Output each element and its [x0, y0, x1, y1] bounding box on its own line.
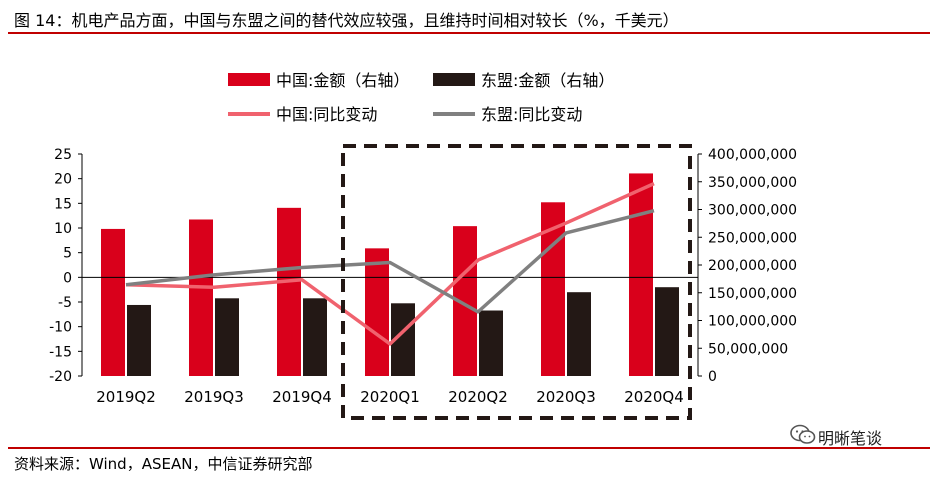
- left-axis-tick-label: 15: [54, 196, 72, 212]
- left-axis-tick-label: -10: [49, 320, 72, 336]
- figure-title: 图 14：机电产品方面，中国与东盟之间的替代效应较强，且维持时间相对较长（%，千…: [14, 11, 679, 30]
- china-amount-bar: [101, 228, 125, 376]
- left-axis-tick-label: 5: [63, 246, 72, 262]
- right-axis-tick-label: 300,000,000: [708, 203, 797, 219]
- china-yoy-line: [125, 182, 655, 346]
- legend-label: 中国:同比变动: [276, 105, 377, 124]
- asean-yoy-line: [125, 209, 655, 314]
- right-axis-tick-label: 100,000,000: [708, 314, 797, 330]
- legend-label: 东盟:同比变动: [481, 105, 582, 124]
- right-axis-tick-label: 50,000,000: [708, 341, 788, 357]
- left-axis-tick-label: 10: [54, 221, 72, 237]
- left-axis-tick-label: -15: [49, 344, 72, 360]
- x-axis-tick-label: 2019Q2: [96, 388, 156, 406]
- china-amount-bar: [189, 219, 213, 376]
- x-axis-tick-label: 2019Q3: [184, 388, 244, 406]
- asean-amount-bar: [479, 310, 503, 376]
- right-axis-tick-label: 350,000,000: [708, 175, 797, 191]
- china-amount-bar: [629, 173, 653, 376]
- right-axis-tick-label: 150,000,000: [708, 286, 797, 302]
- china-amount-bar: [365, 248, 389, 376]
- asean-amount-bar: [127, 304, 151, 376]
- right-axis-tick-label: 200,000,000: [708, 258, 797, 274]
- legend-label: 东盟:金额（右轴）: [481, 71, 614, 90]
- watermark: 明晰笔谈: [790, 424, 930, 448]
- asean-amount-bar: [567, 292, 591, 376]
- legend-swatch: [433, 73, 475, 86]
- x-axis-tick-label: 2020Q4: [624, 388, 684, 406]
- legend-label: 中国:金额（右轴）: [276, 71, 409, 90]
- asean-amount-bar: [215, 298, 239, 376]
- left-axis-tick-label: 0: [63, 270, 72, 286]
- left-axis-tick-label: 20: [54, 172, 72, 188]
- china-amount-bar: [277, 207, 301, 376]
- right-axis-tick-label: 0: [708, 369, 717, 385]
- asean-amount-bar: [655, 287, 679, 376]
- watermark-text: 明晰笔谈: [818, 429, 883, 448]
- right-axis-tick-label: 250,000,000: [708, 230, 797, 246]
- x-axis-tick-label: 2020Q3: [536, 388, 596, 406]
- x-axis-tick-label: 2020Q2: [448, 388, 508, 406]
- right-axis-tick-label: 400,000,000: [708, 147, 797, 163]
- asean-amount-bar: [303, 298, 327, 376]
- figure-header: 图 14：机电产品方面，中国与东盟之间的替代效应较强，且维持时间相对较长（%，千…: [0, 0, 946, 34]
- left-axis-tick-label: -20: [49, 369, 72, 385]
- highlight-box: [341, 144, 692, 420]
- x-axis-tick-label: 2019Q4: [272, 388, 332, 406]
- source-rule: [8, 447, 930, 449]
- left-axis-tick-label: -5: [58, 295, 72, 311]
- left-axis-tick-label: 25: [54, 147, 72, 163]
- source-note: 资料来源：Wind，ASEAN，中信证券研究部: [14, 455, 313, 473]
- wechat-icon: [790, 424, 816, 444]
- x-axis-tick-label: 2020Q1: [360, 388, 420, 406]
- legend-swatch: [228, 73, 270, 86]
- title-rule: [8, 32, 930, 34]
